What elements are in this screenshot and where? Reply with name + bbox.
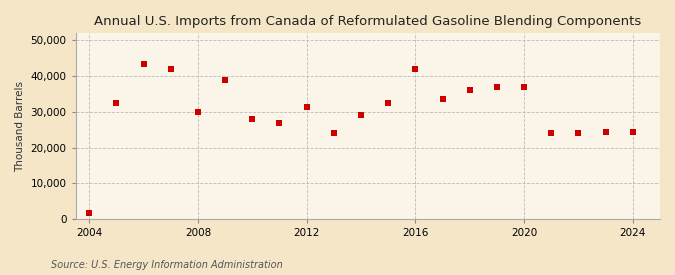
Point (518, 85, 529, 89)
Point (600, 129, 611, 134)
Title: Annual U.S. Imports from Canada of Reformulated Gasoline Blending Components: Annual U.S. Imports from Canada of Refor… (95, 15, 641, 28)
Point (329, 131, 340, 136)
Point (247, 117, 258, 121)
Point (383, 101, 394, 105)
Point (437, 97, 448, 101)
Point (410, 67, 421, 71)
Point (192, 110, 203, 114)
Point (165, 67, 176, 71)
Y-axis label: Thousand Barrels: Thousand Barrels (15, 81, 25, 172)
Point (573, 131, 584, 136)
Point (274, 120, 285, 125)
Point (491, 85, 502, 89)
Point (84, 210, 95, 215)
Point (356, 113, 367, 118)
Point (57, 207, 68, 211)
Point (219, 78, 230, 82)
Point (628, 129, 639, 134)
Point (111, 101, 122, 105)
Point (301, 104, 312, 109)
Point (464, 88, 475, 93)
Point (138, 62, 149, 66)
Point (546, 131, 557, 136)
Text: Source: U.S. Energy Information Administration: Source: U.S. Energy Information Administ… (51, 260, 282, 270)
